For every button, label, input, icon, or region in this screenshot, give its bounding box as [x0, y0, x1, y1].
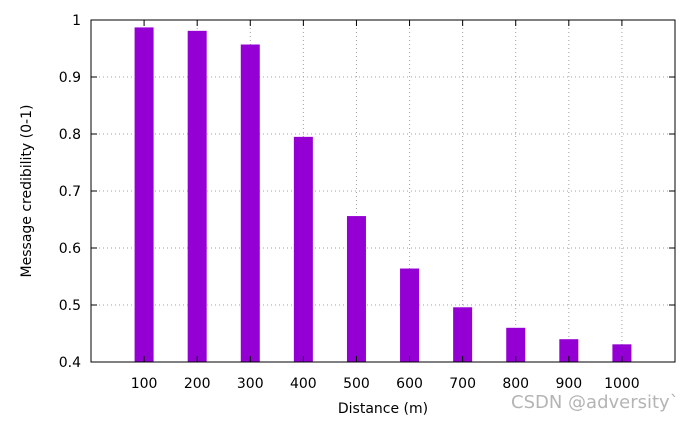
x-axis-label: Distance (m) — [338, 401, 428, 417]
bar — [187, 30, 207, 363]
x-tick-label: 600 — [396, 376, 423, 392]
x-tick-labels: 100 200 300 400 500 600 700 800 900 1000 — [131, 376, 640, 392]
bar — [134, 27, 154, 362]
x-tick-label: 700 — [449, 376, 476, 392]
y-tick-labels: 0.4 0.5 0.6 0.7 0.8 0.9 1 — [59, 13, 81, 371]
x-tick-label: 200 — [184, 376, 211, 392]
bar — [612, 344, 632, 362]
bar — [240, 44, 260, 362]
x-tick-label: 100 — [131, 376, 158, 392]
bar — [346, 216, 366, 362]
grid-lines — [91, 20, 675, 362]
y-axis-label: Message credibility (0-1) — [19, 105, 35, 278]
x-tick-label: 800 — [502, 376, 529, 392]
bar — [559, 339, 579, 362]
y-tick-label: 0.7 — [59, 184, 81, 200]
bar — [453, 307, 473, 362]
x-tick-label: 900 — [555, 376, 582, 392]
bar — [400, 268, 420, 362]
x-tick-label: 500 — [343, 376, 370, 392]
watermark-text: CSDN @adversity` — [511, 392, 679, 413]
y-tick-label: 0.6 — [59, 241, 81, 257]
x-tick-label: 1000 — [604, 376, 640, 392]
y-tick-label: 0.9 — [59, 70, 81, 86]
x-tick-label: 300 — [237, 376, 264, 392]
y-tick-label: 0.8 — [59, 127, 81, 143]
y-tick-label: 0.5 — [59, 298, 81, 314]
bar — [293, 136, 313, 362]
x-tick-label: 400 — [290, 376, 317, 392]
y-tick-label: 0.4 — [59, 355, 81, 371]
bar — [506, 327, 526, 362]
y-tick-label: 1 — [72, 13, 81, 29]
axis-ticks — [91, 19, 675, 363]
bar-series — [134, 27, 632, 363]
